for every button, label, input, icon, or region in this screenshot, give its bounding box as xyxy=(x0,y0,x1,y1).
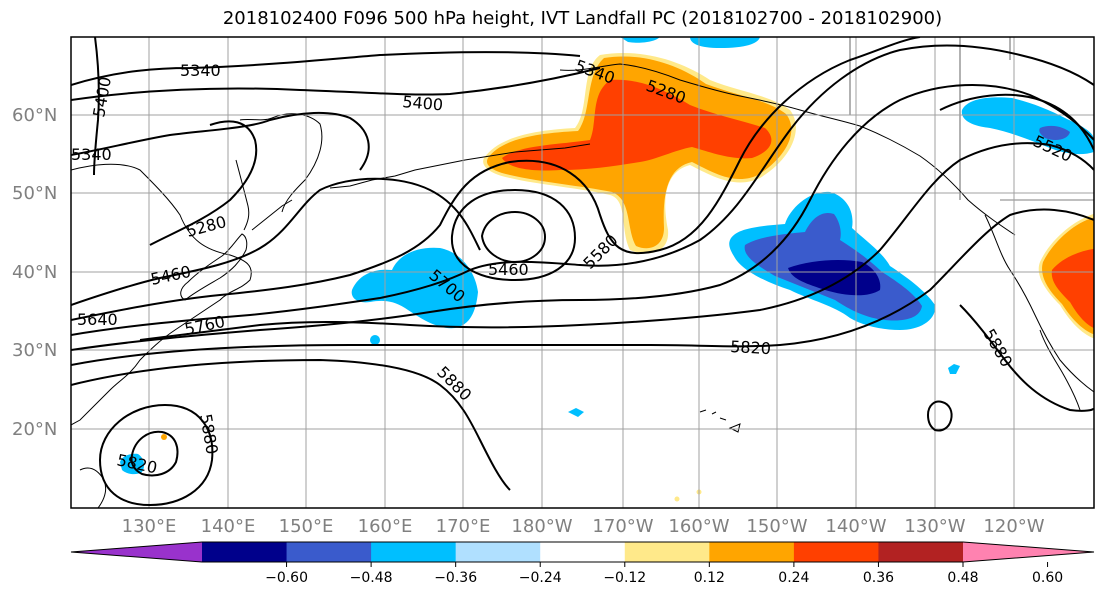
colorbar-extend-max xyxy=(963,542,1094,562)
contour-5340-left xyxy=(71,111,370,171)
lat-axis: 60°N 50°N 40°N 30°N 20°N xyxy=(12,105,57,440)
coast-kuriles xyxy=(251,199,293,231)
colorbar-swatch xyxy=(371,542,457,562)
contour-5280-left xyxy=(149,120,258,246)
clabel-5640: 5640 xyxy=(77,310,118,329)
contour-5460-left xyxy=(71,177,481,306)
lat-label-40n: 40°N xyxy=(12,262,57,283)
lon-label-130e: 130°E xyxy=(122,516,177,537)
colorbar-swatch xyxy=(455,542,541,562)
colorbar-tick-label: 0.36 xyxy=(863,570,894,586)
colorbar-tick-label: −0.36 xyxy=(434,570,477,586)
neg-mid-165e-small xyxy=(370,335,380,345)
contour-5760 xyxy=(139,142,1094,341)
contour-5400-a xyxy=(71,67,601,101)
contour-5880-sw xyxy=(98,403,214,507)
colorbar: −0.60 −0.48 −0.36 −0.24 −0.12 0.12 0.24 0.36 0.4… xyxy=(70,541,1095,586)
neg-tiny-1 xyxy=(568,408,584,417)
contour-5880-b xyxy=(959,304,1094,412)
colorbar-tick-label: 0.24 xyxy=(778,570,809,586)
contour-5700 xyxy=(71,84,1094,351)
clabel-5460-low: 5460 xyxy=(488,260,529,279)
lon-axis: 130°E 140°E 150°E 160°E 170°E 180°W 170°… xyxy=(122,516,1045,537)
pos-strong-westcoast xyxy=(1051,248,1094,329)
neg-strong-canada xyxy=(1039,125,1070,140)
lat-label-60n: 60°N xyxy=(12,105,57,126)
height-contours xyxy=(71,37,1094,507)
lon-label-160e: 160°E xyxy=(358,516,413,537)
neg-tiny-2 xyxy=(948,364,960,374)
lon-label-150w: 150°W xyxy=(746,516,807,537)
colorbar-swatch xyxy=(540,542,626,562)
colorbar-swatch xyxy=(202,542,288,562)
lon-label-150e: 150°E xyxy=(279,516,334,537)
colorbar-tick-label: −0.60 xyxy=(265,570,308,586)
lon-label-140w: 140°W xyxy=(825,516,886,537)
lon-label-120w: 120°W xyxy=(983,516,1044,537)
lat-label-30n: 30°N xyxy=(12,340,57,361)
contour-5580 xyxy=(71,37,921,321)
border-us-canada xyxy=(849,37,1094,201)
coast-aleutians xyxy=(329,143,591,189)
lat-label-50n: 50°N xyxy=(12,183,57,204)
coast-baja xyxy=(1039,329,1081,411)
colorbar-swatch xyxy=(878,542,964,562)
lat-label-20n: 20°N xyxy=(12,419,57,440)
contour-small-ring xyxy=(926,400,953,432)
neg-mid-165e xyxy=(351,247,478,329)
colorbar-swatch xyxy=(624,542,710,562)
contour-5820-sw xyxy=(130,430,179,477)
contour-canada xyxy=(939,93,1094,151)
contour-low-inner xyxy=(480,210,547,264)
colorbar-tick-label: 0.48 xyxy=(947,570,978,586)
coast-japan xyxy=(180,233,248,301)
colorbar-tick-label: −0.48 xyxy=(350,570,393,586)
neg-mid-canada xyxy=(961,97,1094,155)
pos-dot-2 xyxy=(674,496,680,502)
pos-strong-gulf xyxy=(502,79,772,171)
coast-asia xyxy=(71,163,252,426)
clabel-5340-a: 5340 xyxy=(180,61,221,80)
lon-label-170e: 170°E xyxy=(436,516,491,537)
coast-kamchatka xyxy=(239,113,323,213)
colorbar-tick-label: −0.24 xyxy=(519,570,562,586)
contour-low-mid xyxy=(450,188,577,282)
lon-label-140e: 140°E xyxy=(201,516,256,537)
coast-hawaii xyxy=(699,409,741,433)
contour-5640 xyxy=(71,44,1094,336)
contour-5400-left xyxy=(93,37,100,176)
lon-label-170w: 170°W xyxy=(592,516,653,537)
clabel-5340-left: 5340 xyxy=(71,145,112,164)
contour-5880-a xyxy=(71,358,511,491)
colorbar-swatch xyxy=(709,542,795,562)
colorbar-tick-label: 0.12 xyxy=(694,570,725,586)
neg-top-2 xyxy=(620,37,660,43)
lon-label-130w: 130°W xyxy=(904,516,965,537)
colorbar-outline xyxy=(70,541,1095,563)
lon-label-160w: 160°W xyxy=(668,516,729,537)
colorbar-swatch xyxy=(793,542,879,562)
colorbar-tick-label: −0.12 xyxy=(603,570,646,586)
coast-alaska xyxy=(559,63,1016,236)
clabel-5400-a: 5400 xyxy=(402,92,444,114)
map-border xyxy=(70,36,1095,509)
contour-5820 xyxy=(71,208,1094,366)
colorbar-swatch xyxy=(286,542,372,562)
pos-dot-1 xyxy=(161,434,167,440)
coast-westcoast xyxy=(984,214,1094,393)
clabel-5820: 5820 xyxy=(730,337,772,358)
map-title: 2018102400 F096 500 hPa height, IVT Land… xyxy=(222,8,943,29)
colorbar-tick-label: 0.60 xyxy=(1032,570,1063,586)
coast-sakhalin xyxy=(235,159,250,231)
colorbar-extend-min xyxy=(71,542,202,562)
lon-label-180w: 180°W xyxy=(511,516,572,537)
ivt-positive-shading xyxy=(161,52,1094,502)
neg-top-1 xyxy=(690,37,760,48)
contour-5340-a xyxy=(71,51,581,86)
